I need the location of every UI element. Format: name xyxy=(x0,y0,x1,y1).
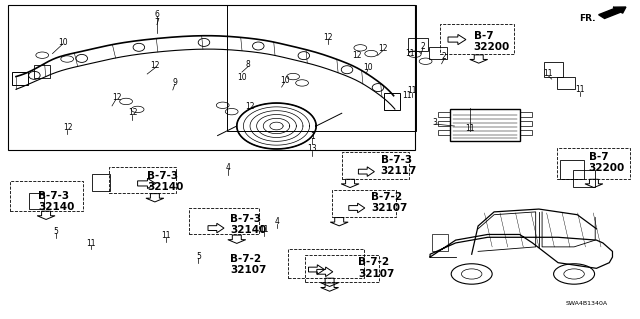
Bar xyxy=(332,190,396,217)
Bar xyxy=(288,249,364,278)
Text: 11: 11 xyxy=(86,239,95,248)
Text: 5: 5 xyxy=(53,227,58,236)
Text: B-7-3
32117: B-7-3 32117 xyxy=(381,155,417,176)
Text: 10: 10 xyxy=(237,73,247,82)
Bar xyxy=(109,167,176,193)
Text: 12: 12 xyxy=(323,33,332,42)
Text: 11: 11 xyxy=(260,225,269,234)
Text: B-7-2
32107: B-7-2 32107 xyxy=(358,257,395,278)
Text: 2: 2 xyxy=(420,42,426,51)
Bar xyxy=(305,255,379,282)
Bar xyxy=(29,193,44,209)
Text: 11: 11 xyxy=(575,85,584,94)
Text: 11: 11 xyxy=(466,124,475,133)
Text: 3: 3 xyxy=(433,118,438,127)
Bar xyxy=(557,77,575,89)
Text: 10: 10 xyxy=(58,38,68,47)
Bar xyxy=(440,24,514,54)
Text: SWA4B1340A: SWA4B1340A xyxy=(565,301,607,306)
Text: 10: 10 xyxy=(280,76,290,85)
Text: 10: 10 xyxy=(363,63,373,72)
Text: 12: 12 xyxy=(353,51,362,60)
Text: 4: 4 xyxy=(275,217,280,226)
Text: 7: 7 xyxy=(154,18,159,27)
Bar xyxy=(384,93,400,110)
Text: B-7
32200: B-7 32200 xyxy=(589,152,625,173)
Bar xyxy=(432,234,448,251)
Text: B-7-3
32140: B-7-3 32140 xyxy=(38,191,75,212)
Text: B-7
32200: B-7 32200 xyxy=(474,31,510,52)
Bar xyxy=(429,47,447,59)
Bar xyxy=(450,109,520,141)
Text: 9: 9 xyxy=(172,78,177,87)
Text: 12: 12 xyxy=(150,61,159,70)
Bar xyxy=(520,112,532,117)
Text: 12: 12 xyxy=(63,123,72,132)
Text: 1: 1 xyxy=(310,132,315,141)
FancyArrow shape xyxy=(598,7,626,19)
Bar xyxy=(189,208,259,234)
Bar xyxy=(12,72,28,85)
Text: 12: 12 xyxy=(378,44,387,53)
Text: 8: 8 xyxy=(245,60,250,69)
Text: FR.: FR. xyxy=(579,14,595,23)
Text: 11: 11 xyxy=(162,231,171,240)
Bar xyxy=(438,121,450,126)
Bar xyxy=(342,152,409,179)
Bar xyxy=(438,112,450,117)
Bar xyxy=(560,160,584,179)
Text: 12: 12 xyxy=(112,93,121,102)
Bar xyxy=(438,130,450,135)
Text: 11: 11 xyxy=(407,86,416,95)
Text: 11: 11 xyxy=(406,49,415,58)
Bar xyxy=(544,62,563,77)
Text: 13: 13 xyxy=(307,144,317,153)
Bar xyxy=(520,130,532,135)
Text: 11: 11 xyxy=(403,91,412,100)
Text: B-7-3
32140: B-7-3 32140 xyxy=(230,214,267,235)
Bar xyxy=(34,65,50,78)
Bar xyxy=(227,5,416,131)
Bar xyxy=(8,5,415,150)
Text: B-7-2
32107: B-7-2 32107 xyxy=(230,254,267,275)
Text: 12: 12 xyxy=(128,108,137,117)
Text: B-7-3
32140: B-7-3 32140 xyxy=(147,171,184,192)
Text: 12: 12 xyxy=(245,102,254,111)
Bar xyxy=(573,170,595,187)
Bar xyxy=(557,148,630,179)
Text: 2: 2 xyxy=(442,52,447,61)
Bar xyxy=(10,181,83,211)
Bar xyxy=(408,38,428,51)
Text: 4: 4 xyxy=(226,163,231,172)
Text: B-7-2
32107: B-7-2 32107 xyxy=(371,192,408,213)
Bar xyxy=(520,121,532,126)
Text: 5: 5 xyxy=(196,252,201,261)
Bar xyxy=(92,174,110,191)
Text: 6: 6 xyxy=(154,10,159,19)
Text: 11: 11 xyxy=(543,69,552,78)
